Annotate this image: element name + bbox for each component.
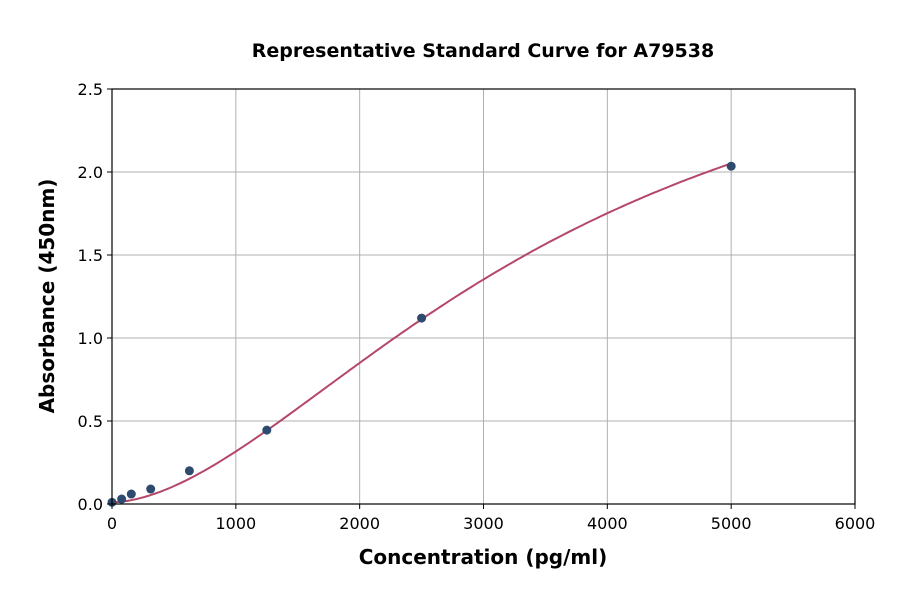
data-point (726, 161, 736, 171)
x-tick-label: 4000 (587, 514, 628, 533)
x-tick-label: 1000 (215, 514, 256, 533)
data-point (117, 494, 127, 504)
y-axis-label: Absorbance (450nm) (35, 179, 59, 414)
x-axis-label: Concentration (pg/ml) (359, 545, 608, 569)
data-point (184, 466, 194, 476)
y-tick-label: 1.5 (78, 246, 103, 265)
data-point (146, 484, 156, 494)
data-point (262, 425, 272, 435)
y-tick-label: 0.0 (78, 495, 103, 514)
y-tick-label: 2.5 (78, 80, 103, 99)
x-tick-label: 3000 (463, 514, 504, 533)
x-tick-label: 6000 (835, 514, 876, 533)
x-tick-label: 2000 (339, 514, 380, 533)
data-point (417, 313, 427, 323)
x-tick-label: 0 (107, 514, 117, 533)
x-tick-label: 5000 (711, 514, 752, 533)
y-tick-label: 2.0 (78, 163, 103, 182)
grid (111, 88, 856, 505)
y-tick-label: 1.0 (78, 329, 103, 348)
fit-curve (112, 162, 732, 504)
data-point (126, 489, 136, 499)
y-tick-label: 0.5 (78, 412, 103, 431)
fit-curve-group (112, 162, 732, 504)
data-points (107, 161, 736, 507)
chart-title: Representative Standard Curve for A79538 (252, 40, 714, 62)
ticks: 0 1000 2000 3000 4000 5000 6000 0.0 0.5 1.0 1.5 2.0… (78, 80, 876, 533)
